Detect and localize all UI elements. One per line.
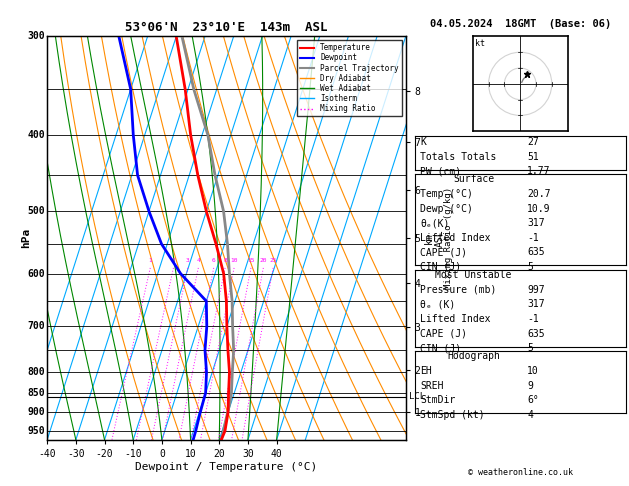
Text: 6°: 6°	[527, 395, 539, 405]
Text: 850: 850	[28, 388, 45, 398]
Text: 9: 9	[527, 381, 533, 391]
Text: PW (cm): PW (cm)	[420, 166, 461, 176]
Text: StmSpd (kt): StmSpd (kt)	[420, 410, 485, 420]
Text: 1: 1	[148, 258, 152, 263]
Text: 500: 500	[28, 206, 45, 216]
Text: -1: -1	[527, 314, 539, 324]
Legend: Temperature, Dewpoint, Parcel Trajectory, Dry Adiabat, Wet Adiabat, Isotherm, Mi: Temperature, Dewpoint, Parcel Trajectory…	[298, 40, 402, 116]
Text: 8: 8	[223, 258, 227, 263]
Text: Lifted Index: Lifted Index	[420, 314, 491, 324]
Text: SREH: SREH	[420, 381, 443, 391]
X-axis label: Dewpoint / Temperature (°C): Dewpoint / Temperature (°C)	[135, 462, 318, 471]
Text: © weatheronline.co.uk: © weatheronline.co.uk	[468, 468, 573, 477]
Text: Surface: Surface	[453, 174, 494, 185]
Text: 997: 997	[527, 285, 545, 295]
Text: 700: 700	[28, 321, 45, 331]
Text: 600: 600	[28, 269, 45, 278]
Text: 1.77: 1.77	[527, 166, 550, 176]
Text: StmDir: StmDir	[420, 395, 455, 405]
Text: 51: 51	[527, 152, 539, 162]
Text: CIN (J): CIN (J)	[420, 262, 461, 272]
Text: hPa: hPa	[21, 228, 31, 248]
Text: 5: 5	[527, 343, 533, 353]
Text: K: K	[420, 137, 426, 147]
Text: 300: 300	[28, 32, 45, 41]
Text: Temp (°C): Temp (°C)	[420, 189, 473, 199]
Text: Hodograph: Hodograph	[447, 351, 500, 362]
Text: 635: 635	[527, 329, 545, 339]
Text: -1: -1	[527, 233, 539, 243]
Title: 53°06'N  23°10'E  143m  ASL: 53°06'N 23°10'E 143m ASL	[125, 21, 328, 34]
Text: 10.9: 10.9	[527, 204, 550, 214]
Text: 3: 3	[186, 258, 190, 263]
Text: CIN (J): CIN (J)	[420, 343, 461, 353]
Text: CAPE (J): CAPE (J)	[420, 247, 467, 258]
Text: θₑ (K): θₑ (K)	[420, 299, 455, 310]
Text: 10: 10	[527, 366, 539, 376]
Text: Dewp (°C): Dewp (°C)	[420, 204, 473, 214]
Text: 317: 317	[527, 299, 545, 310]
Text: 25: 25	[269, 258, 277, 263]
Text: 400: 400	[28, 130, 45, 140]
Text: 2: 2	[172, 258, 175, 263]
Text: kt: kt	[475, 39, 485, 48]
Text: 317: 317	[527, 218, 545, 228]
Text: 20.7: 20.7	[527, 189, 550, 199]
Text: CAPE (J): CAPE (J)	[420, 329, 467, 339]
Text: 4: 4	[196, 258, 200, 263]
Text: θₑ(K): θₑ(K)	[420, 218, 450, 228]
Text: 950: 950	[28, 426, 45, 436]
Text: 20: 20	[260, 258, 267, 263]
Text: LCL: LCL	[409, 392, 425, 401]
Text: Pressure (mb): Pressure (mb)	[420, 285, 496, 295]
Text: 6: 6	[212, 258, 216, 263]
Text: 635: 635	[527, 247, 545, 258]
Text: Most Unstable: Most Unstable	[435, 270, 512, 280]
Text: 900: 900	[28, 407, 45, 417]
Text: EH: EH	[420, 366, 432, 376]
Text: 10: 10	[230, 258, 238, 263]
Text: 27: 27	[527, 137, 539, 147]
Text: Lifted Index: Lifted Index	[420, 233, 491, 243]
Text: 4: 4	[527, 410, 533, 420]
Text: 04.05.2024  18GMT  (Base: 06): 04.05.2024 18GMT (Base: 06)	[430, 19, 611, 30]
Text: 15: 15	[247, 258, 255, 263]
Text: Mixing Ratio (g/kg): Mixing Ratio (g/kg)	[444, 187, 454, 289]
Text: 800: 800	[28, 367, 45, 377]
Text: Totals Totals: Totals Totals	[420, 152, 496, 162]
Y-axis label: km
ASL: km ASL	[423, 229, 445, 247]
Text: 5: 5	[527, 262, 533, 272]
